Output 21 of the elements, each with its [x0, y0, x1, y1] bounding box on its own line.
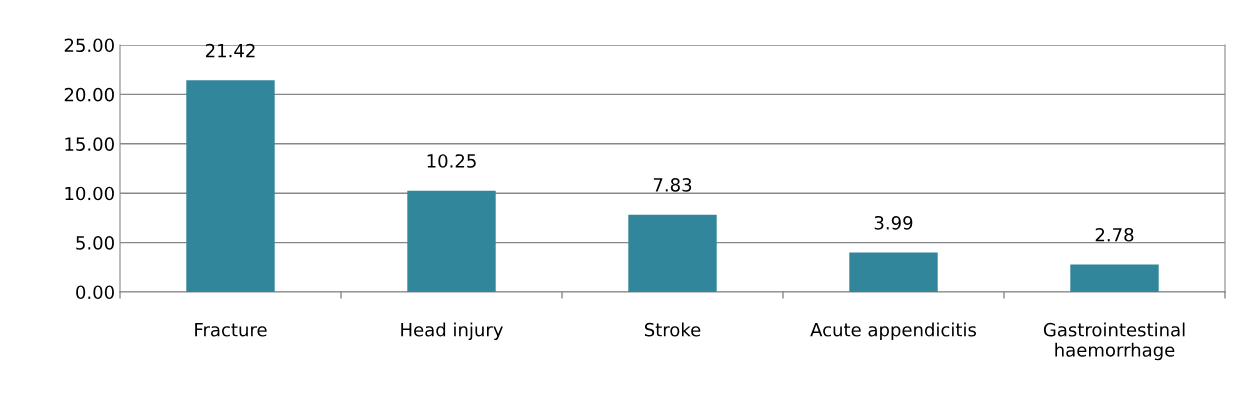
- y-tick-label: 10.00: [65, 186, 114, 201]
- y-tick-label: 5.00: [76, 236, 114, 250]
- data-label: 7.83: [653, 178, 692, 192]
- y-tick-label: 0.00: [76, 285, 114, 300]
- data-label: 21.42: [205, 43, 255, 58]
- bar: [628, 214, 717, 292]
- y-tick-label: 15.00: [65, 137, 114, 151]
- x-tick-label: Acute appendicitis: [810, 322, 977, 341]
- data-label: 10.25: [427, 154, 476, 168]
- x-tick-label: Fracture: [195, 323, 267, 337]
- x-tick-label: Gastrointestinal haemorrhage: [1043, 322, 1185, 361]
- data-label: 3.99: [874, 215, 913, 230]
- bar: [407, 190, 496, 292]
- x-tick-label: Stroke: [644, 322, 701, 337]
- bar: [186, 80, 275, 292]
- data-label: 2.78: [1095, 227, 1134, 242]
- bar: [1070, 264, 1159, 292]
- x-tick-label: Head injury: [401, 322, 503, 341]
- bar: [849, 252, 938, 292]
- y-tick-label: 20.00: [64, 87, 114, 102]
- y-tick-label: 25.00: [64, 38, 114, 53]
